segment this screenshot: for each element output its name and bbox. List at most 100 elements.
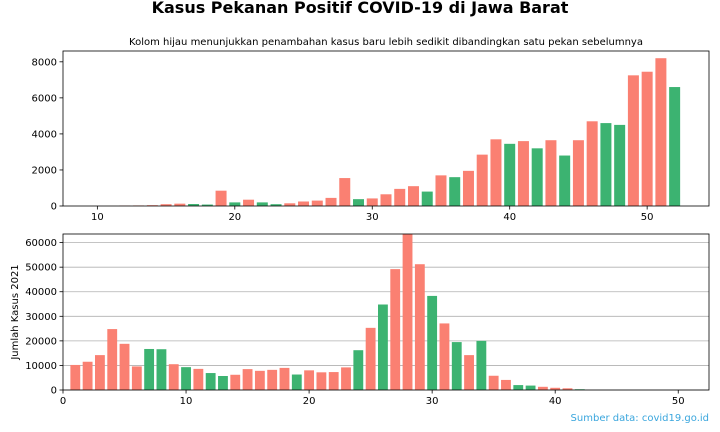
top-chart-bar <box>545 140 557 206</box>
bottom-chart-ytick-label: 60000 <box>25 238 57 249</box>
top-chart-bar <box>490 139 502 206</box>
bottom-chart-bar <box>181 367 191 390</box>
bottom-chart-ytick-label: 30000 <box>25 312 57 323</box>
top-chart-xtick-label: 40 <box>503 212 516 223</box>
top-chart-bar <box>641 71 653 206</box>
top-chart-bar <box>517 141 529 206</box>
bottom-chart-bar <box>328 372 339 390</box>
top-chart-bar <box>256 202 268 206</box>
bottom-chart-xtick-label: 40 <box>549 396 562 407</box>
top-chart-xtick-label: 20 <box>228 212 241 223</box>
top-chart-bar <box>669 87 681 206</box>
top-chart-bar <box>311 200 323 206</box>
bottom-chart-bar <box>365 327 376 390</box>
bottom-chart-ytick-label: 10000 <box>25 361 57 372</box>
top-chart-bar <box>188 204 200 206</box>
top-chart-ytick-label: 8000 <box>32 57 57 68</box>
bottom-chart-xtick-label: 30 <box>426 396 439 407</box>
bottom-chart-bar <box>168 364 179 390</box>
bottom-chart-bar <box>70 364 81 390</box>
bottom-chart-bar <box>279 367 290 390</box>
bottom-chart-bar <box>390 269 401 390</box>
bottom-chart-bar <box>537 386 548 390</box>
bottom-chart-bar <box>464 355 474 390</box>
bottom-chart-bar <box>156 349 167 390</box>
top-chart-bar <box>394 188 406 206</box>
bottom-chart-frame <box>62 233 710 391</box>
top-chart-bar <box>160 204 172 206</box>
top-chart-xtick-label: 30 <box>366 212 379 223</box>
bottom-chart-bar <box>341 367 351 390</box>
top-chart-bar <box>421 191 433 206</box>
bottom-chart-bar <box>82 361 93 390</box>
bottom-chart-bar <box>193 368 204 390</box>
top-chart-bar <box>504 143 516 206</box>
top-chart-ytick-label: 2000 <box>32 165 57 176</box>
top-chart-bar <box>146 205 158 206</box>
bottom-chart-xtick-label: 0 <box>60 396 66 407</box>
bottom-chart-bar <box>562 388 573 390</box>
top-chart-bar <box>380 194 392 206</box>
bottom-chart-bar <box>304 370 315 390</box>
bottom-chart-bar <box>144 348 155 390</box>
bottom-chart-bar <box>119 343 130 390</box>
bottom-chart-bar <box>451 342 462 390</box>
bottom-chart-ytick-label: 20000 <box>25 336 57 347</box>
top-chart-bar <box>284 203 296 206</box>
bottom-chart-ytick-label: 0 <box>51 386 57 397</box>
top-chart-bar <box>559 155 571 206</box>
top-chart-bar <box>531 148 543 206</box>
bottom-chart-bar <box>513 385 524 390</box>
top-chart-bar <box>435 175 447 206</box>
top-chart-ytick-label: 0 <box>51 202 57 213</box>
top-chart-bar <box>353 199 365 206</box>
bottom-chart-bar <box>402 234 413 390</box>
bottom-chart-bar <box>267 369 278 390</box>
bottom-chart-bar <box>205 373 216 390</box>
top-chart-ytick-label: 4000 <box>32 129 57 140</box>
top-chart-bar <box>462 170 474 206</box>
top-chart-bar <box>174 203 186 206</box>
bottom-chart-bar <box>218 375 228 390</box>
bottom-chart: 0 10 20 30 40 50 0 10000 20000 30000 40000 50000 600… <box>25 233 710 407</box>
bottom-chart-bar <box>316 372 327 390</box>
top-chart-bar <box>407 186 419 206</box>
top-chart-bar <box>366 198 378 206</box>
top-chart-bar <box>215 190 227 206</box>
top-chart-bar <box>655 58 667 206</box>
top-chart-bar <box>586 121 598 206</box>
bottom-chart-bar <box>242 369 253 390</box>
top-chart-bar <box>600 123 612 206</box>
bottom-chart-bar <box>439 323 450 390</box>
top-chart-xtick-label: 10 <box>91 212 104 223</box>
top-chart-bar <box>243 199 255 206</box>
top-chart-bar <box>229 202 241 206</box>
top-chart-bar <box>627 75 639 207</box>
bottom-chart-bar <box>291 374 302 390</box>
bottom-chart-bar <box>131 366 142 390</box>
bottom-chart-bar <box>525 385 536 390</box>
top-chart-ytick-label: 6000 <box>32 93 57 104</box>
top-chart-frame <box>62 50 710 207</box>
top-chart-bar <box>572 140 584 206</box>
bottom-chart-bar <box>550 387 561 390</box>
bottom-chart-bar <box>378 304 388 390</box>
bottom-chart-bar <box>488 375 499 390</box>
bottom-chart-ytick-label: 50000 <box>25 263 57 274</box>
bottom-chart-bar <box>501 379 511 390</box>
top-chart: 10 20 30 40 50 0 2000 4000 6000 8000 <box>32 50 710 223</box>
top-chart-bar <box>476 154 488 206</box>
top-chart-bar <box>201 204 213 206</box>
bottom-chart-bar <box>230 374 241 390</box>
bottom-chart-bar <box>107 329 118 390</box>
bottom-chart-bar <box>414 264 425 390</box>
bottom-chart-bar <box>94 355 105 390</box>
bottom-chart-bar <box>254 370 265 390</box>
bottom-chart-bar <box>427 295 438 390</box>
source-note: Sumber data: covid19.go.id <box>571 413 709 424</box>
top-chart-bar <box>325 197 337 206</box>
bottom-chart-bar <box>353 350 364 390</box>
top-chart-bar <box>298 201 310 206</box>
bottom-chart-xtick-label: 20 <box>303 396 316 407</box>
